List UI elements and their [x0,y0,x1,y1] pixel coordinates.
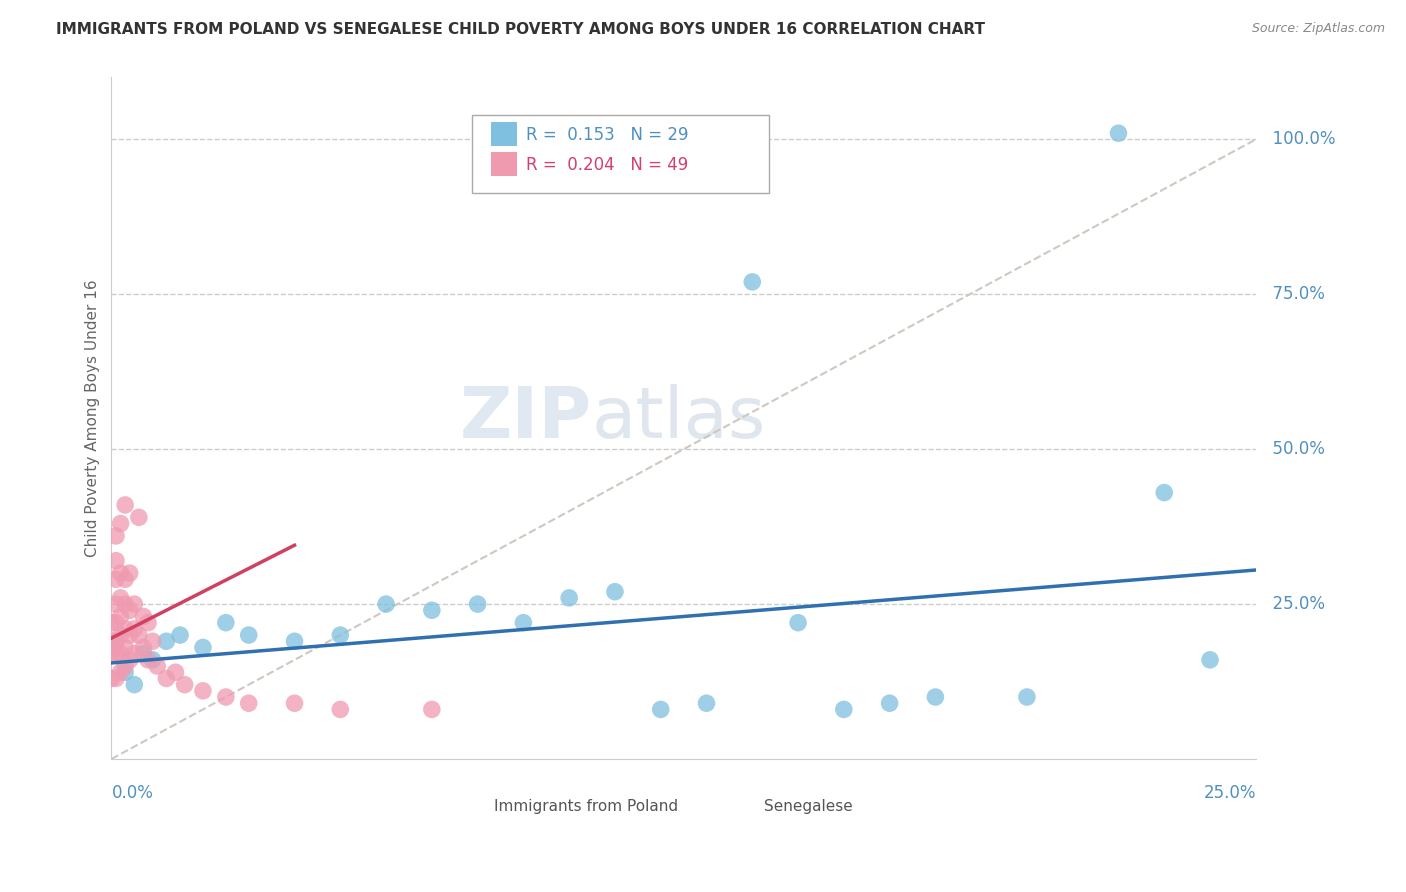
Point [114,659,136,673]
Point [110,591,132,605]
Text: R =  0.204   N = 49: R = 0.204 N = 49 [526,156,688,174]
Point [146,659,169,673]
Bar [553,797,572,817]
Point [558,591,581,605]
Text: IMMIGRANTS FROM POLAND VS SENEGALESE CHILD POVERTY AMONG BOYS UNDER 16 CORRELATI: IMMIGRANTS FROM POLAND VS SENEGALESE CHI… [56,22,986,37]
Point [132,640,155,655]
Point [173,678,195,692]
FancyBboxPatch shape [472,115,769,194]
Point [329,628,352,642]
Point [132,647,155,661]
Point [104,572,127,586]
Point [650,702,672,716]
Point [832,702,855,716]
Point [924,690,946,704]
Text: Senegalese: Senegalese [763,799,852,814]
Y-axis label: Child Poverty Among Boys Under 16: Child Poverty Among Boys Under 16 [86,279,100,557]
Point [136,653,159,667]
Point [191,640,214,655]
Point [104,634,127,648]
Point [283,634,305,648]
Point [124,678,146,692]
Point [169,628,191,642]
Point [787,615,810,630]
Text: 25.0%: 25.0% [1204,784,1256,802]
Point [375,597,398,611]
Point [142,634,165,648]
Point [155,634,177,648]
Point [124,647,146,661]
Point [110,566,132,580]
Point [114,498,136,512]
Text: ZIP: ZIP [460,384,592,453]
Bar [491,153,516,177]
Point [104,647,127,661]
Point [420,603,443,617]
Point [104,615,127,630]
Point [124,597,146,611]
Text: 0.0%: 0.0% [111,784,153,802]
Point [118,628,141,642]
Point [114,597,136,611]
Point [155,672,177,686]
Point [104,554,127,568]
Point [114,665,136,680]
Point [110,516,132,531]
Point [110,609,132,624]
Point [128,510,150,524]
Point [142,653,165,667]
Point [215,615,238,630]
Point [104,672,127,686]
Text: atlas: atlas [592,384,766,453]
Point [329,702,352,716]
Point [124,622,146,636]
Point [110,628,132,642]
Point [100,672,122,686]
Point [1153,485,1175,500]
Point [110,647,132,661]
Point [695,696,717,710]
Point [879,696,901,710]
Point [191,683,214,698]
Point [114,622,136,636]
Text: Immigrants from Poland: Immigrants from Poland [494,799,678,814]
Point [512,615,534,630]
Point [104,529,127,543]
Point [603,584,626,599]
Text: 75.0%: 75.0% [1261,285,1324,303]
Point [118,566,141,580]
Point [283,696,305,710]
Point [420,702,443,716]
Text: R =  0.153   N = 29: R = 0.153 N = 29 [526,127,688,145]
Point [118,603,141,617]
Text: 25.0%: 25.0% [1261,595,1324,613]
Text: 50.0%: 50.0% [1261,440,1324,458]
Point [114,572,136,586]
Point [104,597,127,611]
Point [104,634,127,648]
Point [114,640,136,655]
Point [132,609,155,624]
Point [238,628,260,642]
Point [467,597,489,611]
Point [238,696,260,710]
Point [1199,653,1222,667]
Point [1015,690,1038,704]
Point [215,690,238,704]
Point [100,615,122,630]
Text: Source: ZipAtlas.com: Source: ZipAtlas.com [1251,22,1385,36]
Bar [735,797,755,817]
Bar [491,121,516,145]
Point [110,665,132,680]
Point [118,653,141,667]
Point [128,628,150,642]
Point [136,615,159,630]
Point [741,275,763,289]
Point [165,665,187,680]
Point [1108,126,1130,140]
Point [100,634,122,648]
Point [100,647,122,661]
Text: 100.0%: 100.0% [1261,130,1336,148]
